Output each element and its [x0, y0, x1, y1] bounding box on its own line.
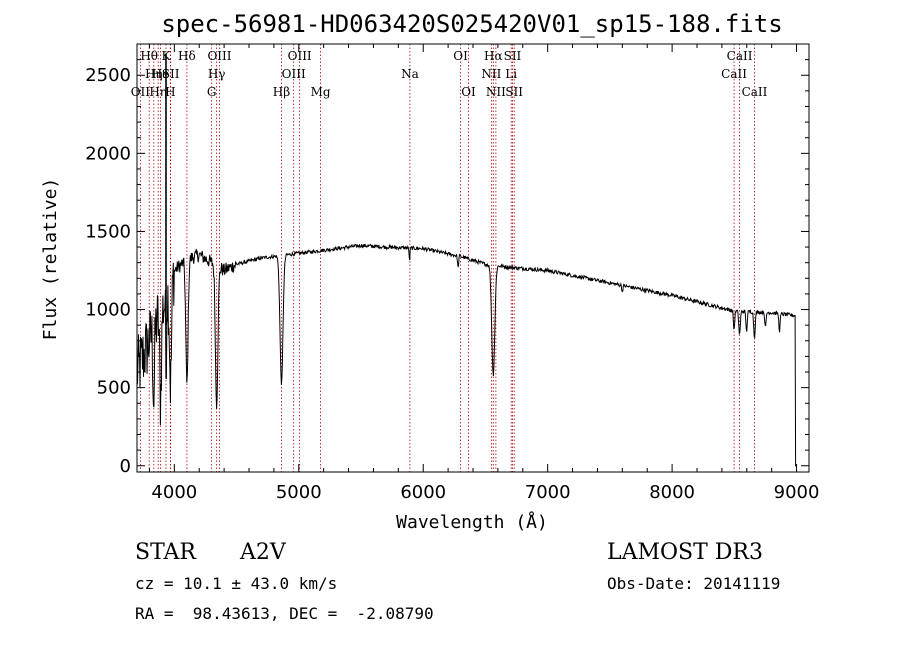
spectral-line-label: OIII	[282, 67, 306, 81]
x-axis: 4000 5000 6000 7000 8000 9000	[148, 44, 820, 503]
x-tick-label: 8000	[649, 482, 695, 503]
spectral-line-label: He	[152, 67, 170, 81]
spectral-line-label: CaII	[727, 49, 753, 63]
spectral-line-label: Hγ	[208, 67, 226, 81]
x-tick-label: 5000	[276, 482, 322, 503]
y-tick-label: 2500	[85, 65, 131, 86]
spectral-line-label: Mg	[311, 85, 331, 99]
spectral-line-label: Li	[505, 67, 517, 81]
coordinates: RA = 98.43613, DEC = -2.08790	[135, 604, 434, 623]
spectral-line-label: Hβ	[273, 85, 290, 99]
object-class: STAR	[135, 540, 196, 565]
spectral-line-label: NII	[486, 85, 506, 99]
spectral-line-label: Hδ	[178, 49, 196, 63]
spectral-line-label: SII	[162, 67, 180, 81]
spectral-line-label: NII	[481, 67, 501, 81]
spectral-line-label: OIII	[207, 49, 231, 63]
x-tick-label: 9000	[774, 482, 820, 503]
spectral-line-label: SII	[504, 49, 522, 63]
spectral-line-label: G	[207, 85, 217, 99]
obs-date: Obs-Date: 20141119	[607, 574, 781, 593]
spectral-line-label: CaII	[742, 85, 768, 99]
plot-frame	[136, 43, 810, 473]
spectral-line-label: Hη	[149, 85, 167, 99]
x-tick-label: 7000	[525, 482, 571, 503]
spectral-line-label: Hα	[484, 49, 503, 63]
spectral-line-label: OIII	[288, 49, 312, 63]
spectral-line-markers	[139, 44, 755, 472]
x-axis-label: Wavelength (Å)	[396, 511, 548, 533]
y-axis-label: Flux (relative)	[40, 178, 61, 341]
x-tick-label: 4000	[151, 482, 197, 503]
y-tick-label: 1500	[85, 221, 131, 242]
y-tick-label: 500	[97, 378, 131, 399]
y-tick-label: 1000	[85, 300, 131, 321]
spectral-line-label: CaII	[721, 67, 747, 81]
y-tick-label: 2000	[85, 143, 131, 164]
redshift-readout: cz = 10.1 ± 43.0 km/s	[135, 574, 338, 593]
x-tick-label: 6000	[400, 482, 446, 503]
spectral-line-label: OII	[131, 85, 151, 99]
object-subclass: A2V	[240, 540, 286, 565]
spectral-line-label: Hθ	[140, 49, 158, 63]
spectral-line-label: SII	[505, 85, 523, 99]
spectral-line-label: H	[165, 85, 175, 99]
chart-title: spec-56981-HD063420S025420V01_sp15-188.f…	[161, 10, 782, 38]
survey-name: LAMOST DR3	[607, 540, 763, 565]
spectral-line-label: Hη	[145, 67, 163, 81]
spectral-line-label: Na	[401, 67, 419, 81]
spectral-line-labels: OIIHθHηHηHeKHSIIHδGHγOIIIHβOIIIOIIIMgNaO…	[131, 49, 768, 99]
spectral-line-label: OI	[461, 85, 476, 99]
spectral-line-label: OI	[453, 49, 468, 63]
y-axis: 0 500 1000 1500 2000 2500	[85, 59, 809, 477]
y-tick-label: 0	[120, 456, 131, 477]
spectrum-series	[136, 243, 797, 467]
